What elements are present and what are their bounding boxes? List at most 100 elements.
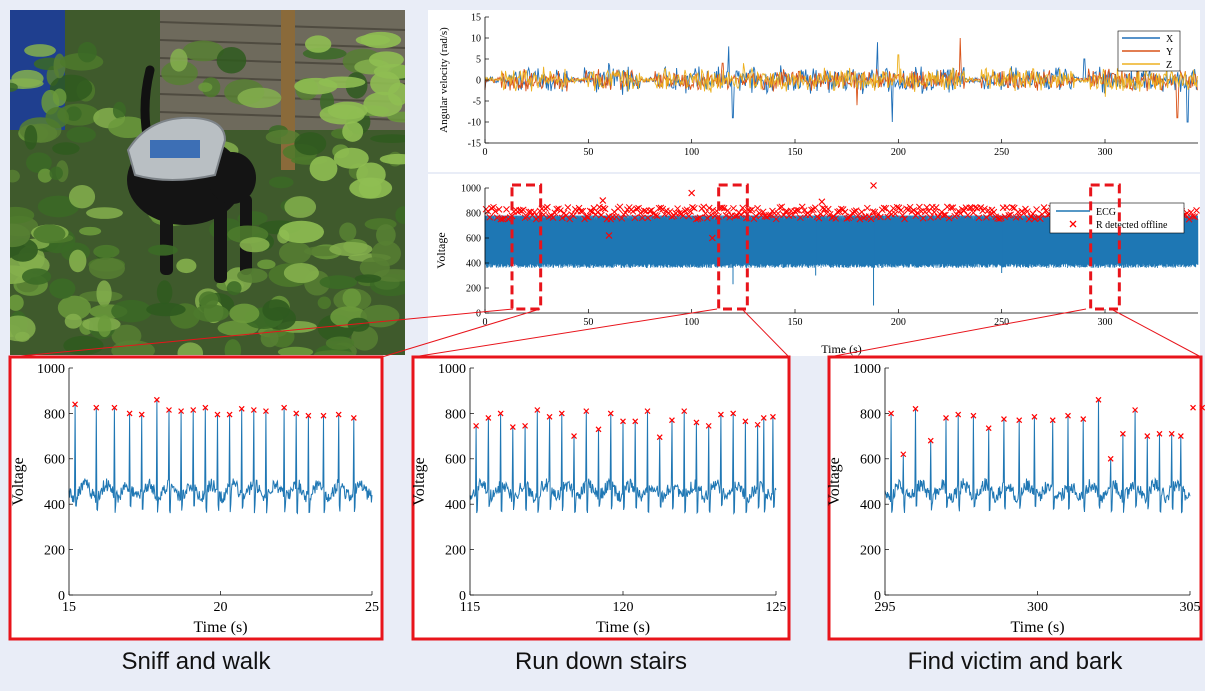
r-peak-marker [637, 209, 644, 217]
series-line-z [484, 54, 1198, 97]
r-peak-marker [629, 208, 637, 215]
y-tick-label: 600 [44, 453, 65, 468]
r-peak-marker [618, 214, 626, 222]
r-peak-marker [900, 451, 907, 458]
r-peak-marker [1001, 213, 1009, 221]
r-peak-marker [549, 214, 557, 221]
r-peak-marker [901, 215, 908, 223]
r-peak-marker [281, 404, 288, 411]
r-peak-marker [519, 206, 527, 214]
r-peak-marker [947, 204, 955, 212]
r-peak-marker [1156, 430, 1163, 437]
caption-sniff: Sniff and walk [121, 648, 271, 675]
connector-line [9, 308, 514, 358]
r-peak-marker [1189, 213, 1197, 220]
r-peak-marker [739, 204, 747, 212]
r-peak-marker [653, 212, 661, 220]
series-line-y [484, 37, 1198, 119]
r-peak-marker [557, 207, 564, 214]
x-tick-label: 100 [684, 317, 699, 328]
x-tick-label: 250 [994, 317, 1009, 328]
r-peak-marker [899, 211, 907, 219]
dog-leg [214, 205, 227, 283]
r-peak-marker [943, 415, 949, 421]
r-peak-marker [800, 207, 808, 214]
x-axis-label: Time (s) [193, 619, 247, 636]
r-peak-marker [293, 410, 300, 417]
r-peak-marker [558, 214, 566, 222]
highlight-window [1089, 183, 1121, 311]
r-peak-marker [930, 208, 938, 216]
r-peak-marker [570, 212, 577, 220]
r-peak-marker [919, 214, 927, 222]
r-peak-marker [891, 210, 899, 218]
dog-photo [10, 10, 405, 355]
r-peak-marker [856, 215, 864, 223]
y-tick-label: 600 [466, 234, 481, 245]
r-peak-marker [754, 204, 761, 212]
r-peak-marker [818, 198, 826, 206]
r-peak-marker [718, 204, 726, 212]
y-tick-label: 1000 [461, 184, 481, 195]
r-peak-marker [912, 405, 919, 412]
r-peak-marker [871, 208, 879, 216]
y-axis-label: Voltage [10, 457, 27, 506]
y-tick-label: 200 [466, 284, 481, 295]
r-peak-marker [1144, 433, 1151, 440]
x-axis-label: Time (s) [596, 619, 650, 636]
r-peak-marker [1132, 407, 1139, 413]
connector-line [828, 308, 1087, 358]
r-peak-marker [940, 211, 947, 219]
y-tick-label: 1000 [438, 362, 466, 377]
x-tick-label: 50 [583, 317, 593, 328]
r-peak-marker [545, 213, 553, 220]
r-peak-marker [806, 211, 814, 219]
r-peak-marker [1031, 413, 1038, 420]
r-peak-marker [722, 212, 730, 219]
r-peak-marker [153, 396, 160, 403]
r-peak-marker [1036, 215, 1044, 223]
r-peak-marker [509, 424, 516, 430]
r-peak-marker [1065, 412, 1071, 419]
r-peak-marker [493, 214, 501, 222]
zoom-chart-stairs: 115 120 125 0 200 400 600 800 1000 Voltage Time (s… [411, 355, 791, 641]
r-peak-marker [523, 213, 531, 220]
y-tick-label: 200 [44, 544, 65, 559]
r-peak-marker [1190, 404, 1196, 411]
r-peak-marker [770, 413, 776, 420]
r-peak-marker [473, 422, 480, 429]
r-peak-marker [720, 204, 728, 212]
r-peak-marker [648, 206, 655, 214]
y-tick-label: 800 [860, 407, 881, 422]
legend: XYZ [1117, 30, 1181, 72]
r-peak-marker [847, 213, 854, 220]
r-peak-marker [969, 209, 977, 217]
r-peak-marker [694, 215, 702, 222]
r-peak-marker [808, 206, 815, 214]
r-peak-marker [622, 209, 629, 217]
y-tick-label: 1000 [853, 362, 881, 377]
r-peak-marker [945, 214, 953, 222]
r-peaks [482, 182, 1200, 242]
r-peak-marker [499, 215, 507, 223]
r-peak-marker [789, 211, 797, 219]
r-peak-marker [599, 197, 607, 204]
r-peak-marker [730, 204, 737, 212]
r-peak-marker [927, 214, 934, 221]
r-peak-marker [688, 189, 696, 197]
r-peak-marker [705, 204, 713, 212]
r-peak-marker [1049, 417, 1056, 424]
x-tick-label: 295 [875, 600, 896, 615]
x-tick-label: 200 [891, 147, 906, 158]
r-peak-marker [178, 408, 185, 415]
r-peak-marker [518, 207, 525, 215]
r-peak-marker [760, 415, 767, 421]
legend-label: X [1166, 34, 1174, 45]
y-tick-label: 0 [476, 309, 481, 320]
r-peak-marker [1177, 433, 1184, 440]
r-peak-marker [616, 203, 624, 211]
r-peak-marker [486, 213, 494, 221]
r-peak-marker [632, 418, 639, 425]
r-peak-marker [644, 214, 652, 222]
r-peak-marker [971, 203, 979, 211]
